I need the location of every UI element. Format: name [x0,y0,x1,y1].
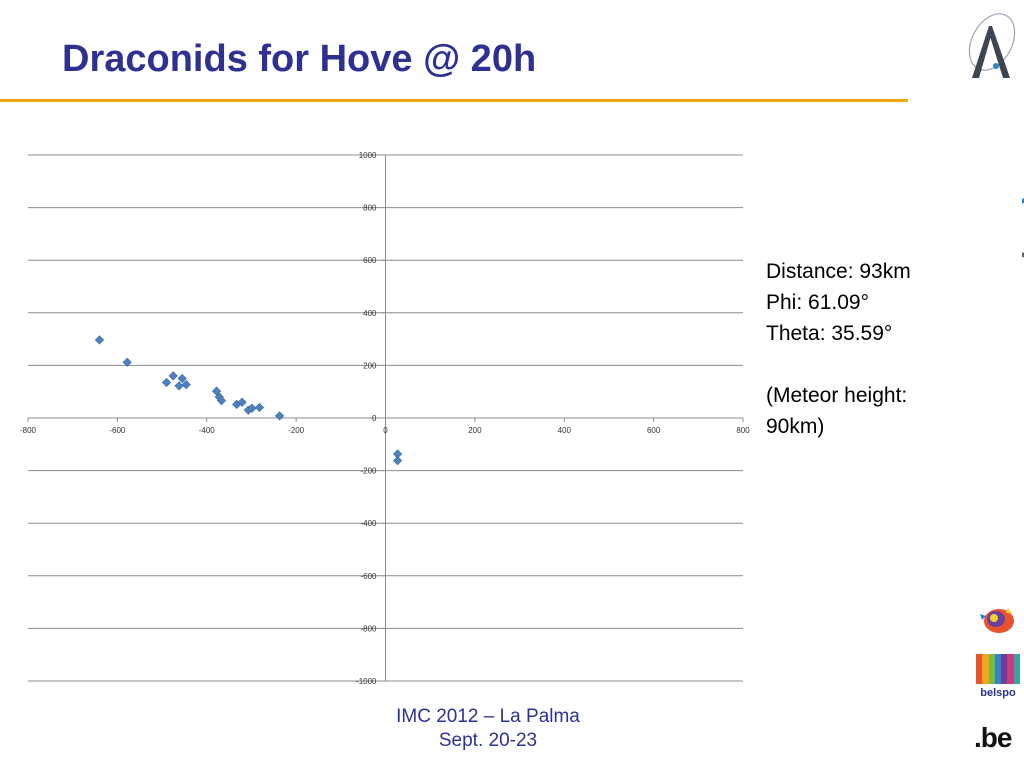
be-logo: .be [974,722,1012,753]
footer-event: IMC 2012 – La Palma [396,706,580,727]
belspo-logo: belspo [976,654,1020,702]
info-spacer [766,349,966,380]
y-tick-label: 0 [372,414,377,423]
belspo-label: belspo [980,687,1016,699]
y-tick-label: -400 [360,519,377,528]
aeronomie-wordmark: aeronomie.be [1013,148,1024,467]
slide-title: Draconids for Hove @ 20h [62,38,537,80]
data-point-6 [181,379,191,390]
x-tick-label: 0 [383,426,388,435]
x-tick-label: 800 [736,426,750,435]
wordmark-main: aeronomie [1013,220,1024,467]
y-tick-label: 600 [363,256,377,265]
aeronomie-a-icon [968,13,1016,78]
data-point-3 [168,371,178,381]
info-panel: Distance: 93km Phi: 61.09° Theta: 35.59°… [766,256,966,442]
y-tick-label: -600 [360,572,377,581]
data-point-14 [254,402,265,413]
x-tick-label: 400 [558,426,572,435]
meteor-height-label: (Meteor height: [766,384,908,407]
data-point-9 [216,396,227,406]
y-tick-labels: 1000 800 600 400 200 0 -200 -400 -600 -800 -1000 [356,151,377,686]
data-point-0 [94,335,105,345]
distance-label: Distance: 93km [766,260,911,283]
x-tick-label: -400 [199,426,216,435]
phi-label: Phi: 61.09° [766,291,869,314]
x-tick-label: -800 [20,426,37,435]
y-tick-label: 400 [363,309,377,318]
data-point-11 [237,397,247,407]
theta-label: Theta: 35.59° [766,322,893,345]
data-points [94,335,403,466]
data-point-2 [161,377,172,388]
axes [27,154,744,682]
data-point-1 [122,357,132,367]
x-tick-label: -200 [288,426,305,435]
y-tick-label: -200 [360,467,377,476]
x-tick-labels: -800 -600 -400 -200 0 200 400 600 800 [20,426,750,435]
data-point-17 [392,455,403,466]
y-tick-label: 200 [363,361,377,370]
x-tick-label: -600 [109,426,126,435]
footer-dates: Sept. 20-23 [438,730,538,751]
footer: IMC 2012 – La Palma Sept. 20-23 [340,705,636,753]
stars-mascot-icon [980,608,1014,633]
wordmark-suffix: .be [1013,148,1024,221]
y-tick-label: 800 [363,204,377,213]
x-tick-label: 600 [647,426,661,435]
x-tick-label: 200 [468,426,482,435]
meteor-height-value: 90km) [766,415,825,438]
y-tick-label: -800 [360,624,377,633]
data-point-15 [274,411,285,421]
y-tick-label: 1000 [359,151,377,160]
belspo-color-bars [976,654,1020,684]
scatter-chart: 1000 800 600 400 200 0 -200 -400 -600 -800 -1000 -… [20,151,750,686]
data-point-13 [247,403,257,413]
y-tick-label: -1000 [356,677,377,686]
data-point-5 [177,373,187,384]
title-underline [0,99,908,102]
